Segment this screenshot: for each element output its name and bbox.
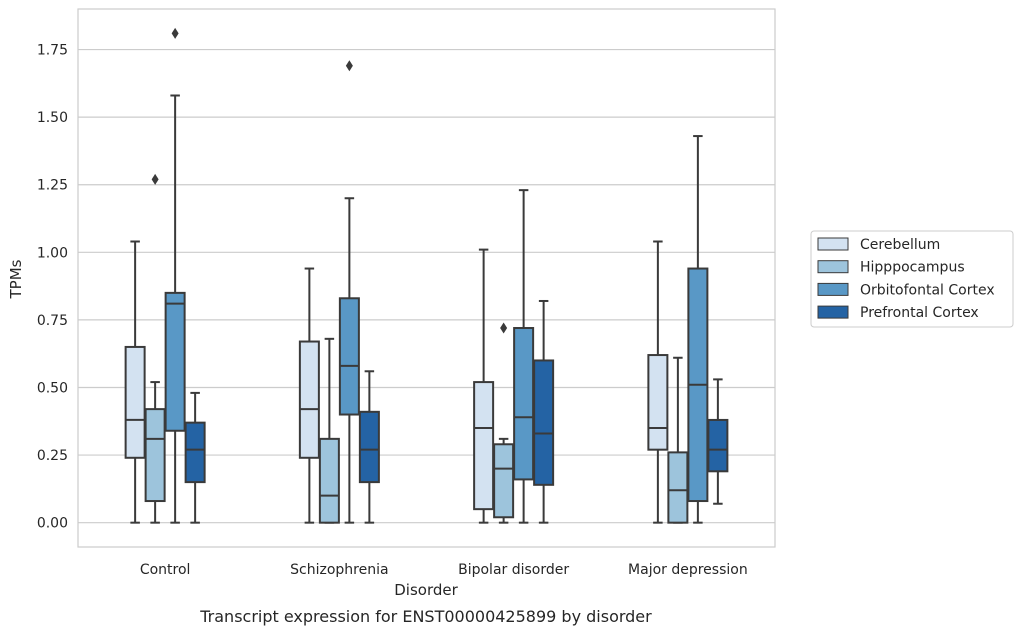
box-orbitofontal-cortex bbox=[164, 27, 186, 524]
legend-label: Cerebellum bbox=[860, 237, 940, 253]
box-hipppocampus bbox=[493, 322, 515, 524]
box-iqr bbox=[124, 345, 146, 459]
box-orbitofontal-cortex bbox=[513, 189, 535, 524]
box-prefrontal-cortex bbox=[184, 391, 206, 524]
y-tick-label: 0.50 bbox=[37, 380, 68, 396]
box-iqr bbox=[707, 418, 729, 473]
outlier-point bbox=[345, 60, 353, 72]
legend-label: Orbitofontal Cortex bbox=[860, 282, 995, 298]
legend-swatch bbox=[817, 305, 849, 319]
box-iqr bbox=[358, 410, 380, 484]
outlier-point bbox=[500, 322, 508, 334]
plot-frame bbox=[77, 8, 776, 548]
box-cerebellum bbox=[473, 248, 495, 524]
box-cerebellum bbox=[298, 267, 320, 524]
box-hipppocampus bbox=[144, 173, 166, 524]
box-iqr bbox=[667, 451, 689, 524]
x-tick-label: Major depression bbox=[628, 562, 748, 578]
x-tick-label: Control bbox=[140, 562, 191, 578]
box-cerebellum bbox=[647, 240, 669, 524]
box-iqr bbox=[184, 421, 206, 484]
box-iqr bbox=[298, 340, 320, 459]
legend-swatch bbox=[817, 260, 849, 274]
y-tick-label: 1.25 bbox=[37, 178, 68, 194]
box-iqr bbox=[318, 437, 340, 524]
outlier-point bbox=[171, 27, 179, 39]
y-axis-label: TPMs bbox=[7, 259, 25, 299]
y-axis-ticks: 0.00 0.25 0.50 0.75 1.00 1.25 1.50 1.75 bbox=[37, 43, 68, 532]
box-iqr bbox=[473, 381, 495, 511]
box-iqr bbox=[533, 359, 555, 486]
box-iqr bbox=[493, 443, 515, 519]
box-iqr bbox=[647, 354, 669, 451]
y-tick-label: 1.00 bbox=[37, 245, 68, 261]
box-iqr bbox=[164, 291, 186, 432]
box-prefrontal-cortex bbox=[707, 378, 729, 505]
legend: Cerebellum Hipppocampus Orbitofontal Corte… bbox=[810, 230, 1014, 328]
x-axis-ticks: Control Schizophrenia Bipolar disorder Majo… bbox=[140, 562, 748, 578]
box-orbitofontal-cortex bbox=[687, 135, 709, 524]
legend-frame bbox=[810, 230, 1014, 328]
box-iqr bbox=[513, 327, 535, 481]
box-orbitofontal-cortex bbox=[338, 60, 360, 524]
box-iqr bbox=[144, 408, 166, 503]
outlier-point bbox=[151, 173, 159, 185]
y-tick-label: 1.50 bbox=[37, 110, 68, 126]
x-tick-label: Schizophrenia bbox=[290, 562, 388, 578]
y-tick-label: 0.00 bbox=[37, 516, 68, 532]
legend-swatch bbox=[817, 282, 849, 296]
y-tick-label: 1.75 bbox=[37, 43, 68, 59]
box-hipppocampus bbox=[667, 356, 689, 524]
y-tick-label: 0.75 bbox=[37, 313, 68, 329]
box-iqr bbox=[338, 297, 360, 416]
legend-label: Hipppocampus bbox=[860, 260, 965, 276]
box-hipppocampus bbox=[318, 337, 340, 524]
x-tick-label: Bipolar disorder bbox=[458, 562, 569, 578]
legend-label: Prefrontal Cortex bbox=[860, 305, 979, 321]
box-cerebellum bbox=[124, 240, 146, 524]
box-prefrontal-cortex bbox=[358, 370, 380, 524]
x-axis-label: Disorder bbox=[394, 581, 458, 599]
y-tick-label: 0.25 bbox=[37, 448, 68, 464]
boxes-layer bbox=[124, 27, 729, 524]
legend-swatch bbox=[817, 237, 849, 251]
box-prefrontal-cortex bbox=[533, 299, 555, 524]
chart-caption: Transcript expression for ENST0000042589… bbox=[199, 607, 652, 626]
